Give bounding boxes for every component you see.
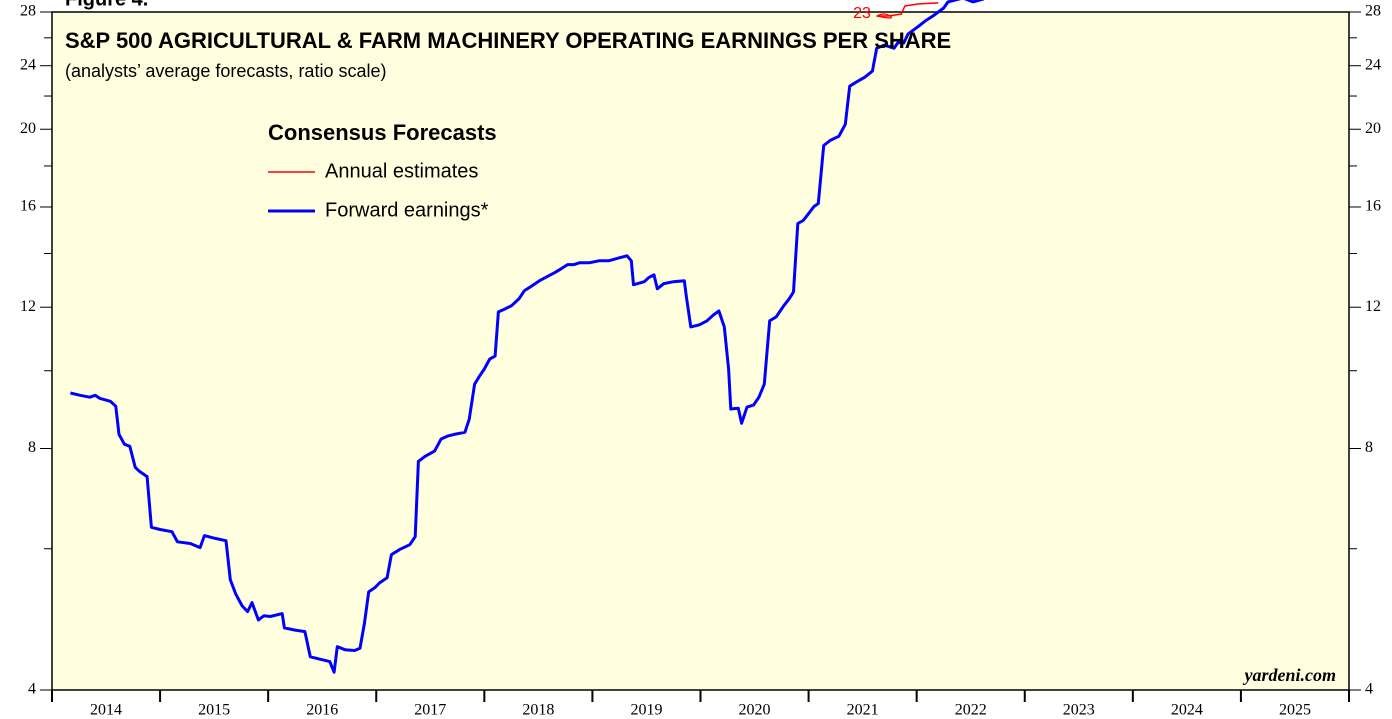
y-tick-label: 12 xyxy=(20,298,36,315)
legend-label: Annual estimates xyxy=(325,160,478,182)
y-tick-label: 28 xyxy=(20,3,36,20)
annotation: 23 xyxy=(853,5,871,22)
annotation-connector xyxy=(876,13,893,19)
y2-tick-label: 4 xyxy=(1365,681,1373,698)
y2-tick-label: 16 xyxy=(1365,198,1381,215)
y2-tick-label: 20 xyxy=(1365,120,1381,137)
x-tick-label: 2025 xyxy=(1279,702,1311,719)
x-tick-label: 2021 xyxy=(847,702,879,719)
x-tick-label: 2014 xyxy=(90,702,122,719)
legend-title: Consensus Forecasts xyxy=(268,120,497,145)
marks xyxy=(70,0,985,674)
chart-title: S&P 500 AGRICULTURAL & FARM MACHINERY OP… xyxy=(65,28,951,53)
supertitle: Figure 4. xyxy=(65,0,148,10)
y-tick-label: 8 xyxy=(28,439,36,456)
y2-tick-label: 28 xyxy=(1365,3,1381,20)
x-tick-label: 2016 xyxy=(306,702,338,719)
x-tick-label: 2017 xyxy=(414,702,446,719)
y2-tick-label: 24 xyxy=(1365,56,1381,73)
x-tick-label: 2018 xyxy=(522,702,554,719)
x-tick-label: 2023 xyxy=(1063,702,1095,719)
x-tick-label: 2022 xyxy=(955,702,987,719)
y2-tick-label: 8 xyxy=(1365,439,1373,456)
y-tick-label: 20 xyxy=(20,120,36,137)
x-tick-label: 2015 xyxy=(198,702,230,719)
series-line xyxy=(876,2,939,17)
plot-area xyxy=(51,11,1350,691)
y-tick-label: 4 xyxy=(28,681,36,698)
x-tick-label: 2020 xyxy=(739,702,771,719)
y-tick-label: 16 xyxy=(20,198,36,215)
series-line xyxy=(70,0,985,674)
source: yardeni.com xyxy=(1243,665,1337,685)
legend-label: Forward earnings* xyxy=(325,199,489,221)
x-tick-label: 2019 xyxy=(630,702,662,719)
y-tick-label: 24 xyxy=(20,56,36,73)
subtitle: (analysts’ average forecasts, ratio scal… xyxy=(65,61,386,81)
x-tick-label: 2024 xyxy=(1171,702,1203,719)
y2-tick-label: 12 xyxy=(1365,298,1381,315)
